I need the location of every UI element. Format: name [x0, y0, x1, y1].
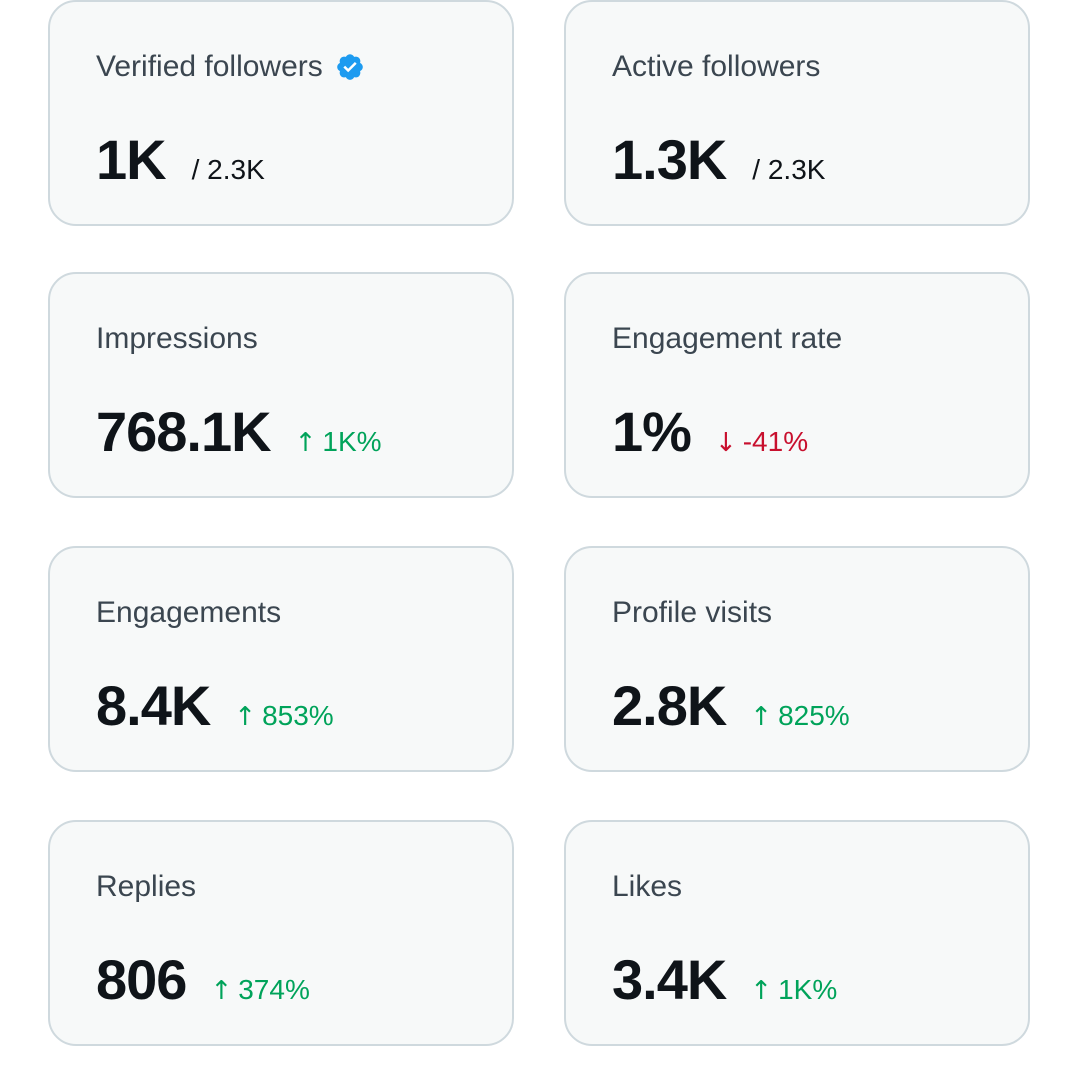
active-followers-card[interactable]: Active followers 1.3K / 2.3K [564, 0, 1030, 226]
metric-row: 1% ↓ -41% [612, 400, 808, 464]
arrow-up-icon: ↑ [294, 428, 317, 458]
metric-row: 768.1K ↑ 1K% [96, 400, 382, 464]
arrow-up-icon: ↑ [750, 976, 773, 1006]
card-label: Likes [612, 870, 683, 903]
card-label: Verified followers [96, 50, 365, 84]
arrow-up-icon: ↑ [750, 702, 773, 732]
metric-change: ↑ 374% [210, 974, 310, 1006]
metric-value: 768.1K [96, 400, 272, 463]
verified-followers-card[interactable]: Verified followers 1K / 2.3K [48, 0, 514, 226]
metric-total: / 2.3K [191, 154, 265, 185]
card-label: Profile visits [612, 596, 773, 629]
metric-change: ↓ -41% [714, 426, 809, 458]
card-label: Impressions [96, 322, 258, 355]
arrow-up-icon: ↑ [234, 702, 257, 732]
metric-row: 8.4K ↑ 853% [96, 674, 334, 738]
metric-row: 2.8K ↑ 825% [612, 674, 850, 738]
card-label: Active followers [612, 50, 821, 83]
metric-value: 806 [96, 948, 187, 1011]
impressions-card[interactable]: Impressions 768.1K ↑ 1K% [48, 272, 514, 498]
metric-row: 806 ↑ 374% [96, 948, 310, 1012]
metric-value: 1% [612, 400, 692, 463]
metric-value: 2.8K [612, 674, 727, 737]
verified-badge-icon [335, 52, 365, 82]
metric-value: 8.4K [96, 674, 211, 737]
arrow-up-icon: ↑ [210, 976, 233, 1006]
card-label: Replies [96, 870, 197, 903]
engagements-card[interactable]: Engagements 8.4K ↑ 853% [48, 546, 514, 772]
metric-change: ↑ 853% [234, 700, 334, 732]
arrow-down-icon: ↓ [714, 428, 737, 458]
profile-visits-card[interactable]: Profile visits 2.8K ↑ 825% [564, 546, 1030, 772]
metric-change: ↑ 1K% [294, 426, 382, 458]
card-label: Engagement rate [612, 322, 843, 355]
metric-row: 3.4K ↑ 1K% [612, 948, 837, 1012]
engagement-rate-card[interactable]: Engagement rate 1% ↓ -41% [564, 272, 1030, 498]
metric-value: 1.3K [612, 128, 727, 191]
metric-value: 1K [96, 128, 167, 191]
metric-change: ↑ 1K% [750, 974, 838, 1006]
metric-row: 1.3K / 2.3K [612, 128, 825, 192]
likes-card[interactable]: Likes 3.4K ↑ 1K% [564, 820, 1030, 1046]
replies-card[interactable]: Replies 806 ↑ 374% [48, 820, 514, 1046]
metric-row: 1K / 2.3K [96, 128, 265, 192]
metric-value: 3.4K [612, 948, 727, 1011]
metric-total: / 2.3K [752, 154, 826, 185]
card-label: Engagements [96, 596, 282, 629]
metric-change: ↑ 825% [750, 700, 850, 732]
